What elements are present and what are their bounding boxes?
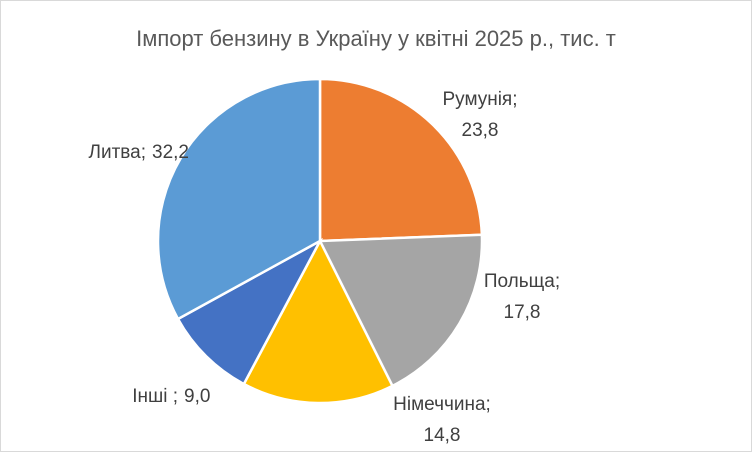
pie-slice [318,77,484,243]
slice-label-value: 23,8 [462,120,499,141]
slice-label-value: 9,0 [184,386,210,407]
slice-label-value: 14,8 [424,425,461,446]
slice-label-value: 17,8 [504,302,541,323]
slice-label-name: Інші ; [132,386,178,407]
pie-slice [156,77,322,321]
slice-label-name: Литва; [88,142,146,163]
pie-slice [176,237,324,386]
slice-label-value: 32,2 [152,142,189,163]
slice-label-name: Польща; [484,271,560,292]
pie-slice [318,233,484,388]
slice-label-name: Німеччина; [393,394,491,415]
pie-slice [242,238,395,405]
chart-title: Імпорт бензину в Україну у квітні 2025 р… [136,26,616,51]
slice-label-name: Румунія; [442,89,517,110]
